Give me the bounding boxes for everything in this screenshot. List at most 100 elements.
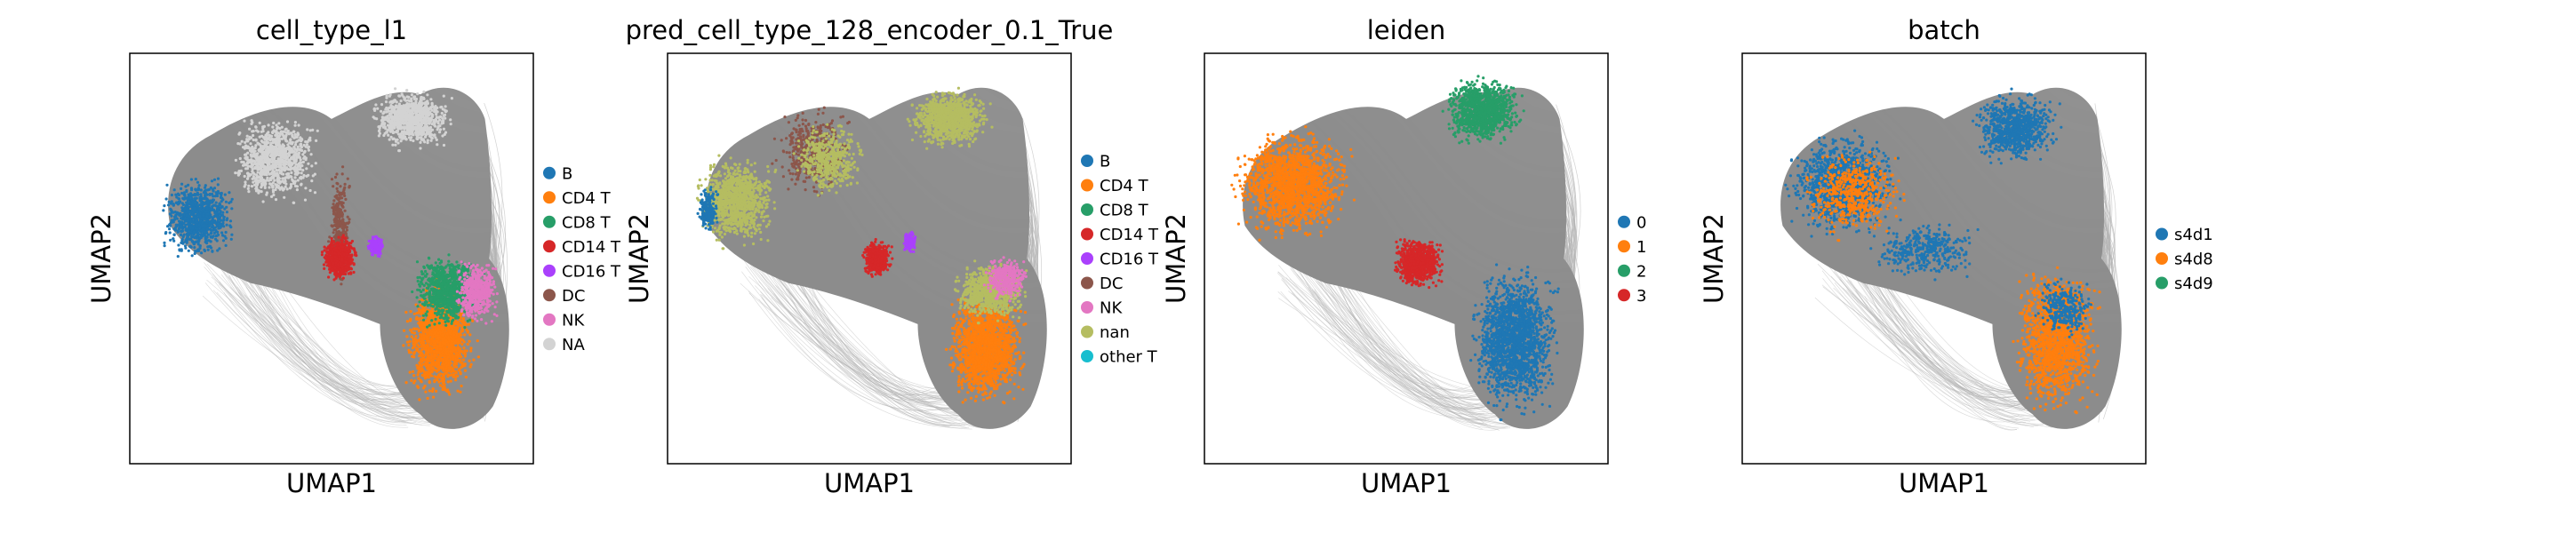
legend-marker (543, 191, 556, 204)
legend-item: CD8 T (543, 213, 612, 232)
legend-label: other T (1100, 348, 1158, 367)
legend-item: CD16 T (543, 262, 621, 281)
chart-title: leiden (1367, 15, 1446, 45)
legend-marker (1081, 203, 1093, 216)
legend-label: DC (1100, 274, 1123, 293)
legend-label: B (562, 164, 572, 183)
legend-marker (1081, 350, 1093, 362)
plot-area (695, 86, 1047, 430)
plot-area (1230, 75, 1584, 431)
legend-marker (543, 166, 556, 179)
legend-item: NK (543, 311, 585, 330)
chart-title: batch (1908, 15, 1980, 45)
legend-item: NA (543, 336, 585, 354)
legend-item: s4d9 (2156, 274, 2213, 293)
legend-label: CD16 T (1100, 251, 1159, 269)
legend-marker (543, 289, 556, 302)
axes-frame (129, 52, 534, 465)
chart-panel: pred_cell_type_128_encoder_0.1_True UMAP1… (624, 15, 1159, 498)
legend-label: CD4 T (1100, 177, 1149, 195)
legend-item: CD14 T (1081, 226, 1159, 244)
legend-label: 1 (1636, 238, 1646, 257)
legend-marker (1081, 179, 1093, 192)
chart-panel: batch UMAP1 UMAP2 s4d1 s4d8 s4d9 (1699, 15, 2213, 498)
legend-item: 3 (1618, 287, 1646, 306)
y-axis-label: UMAP2 (86, 213, 116, 304)
legend-label: NA (562, 336, 585, 354)
legend-item: 0 (1618, 213, 1646, 232)
legend-item: s4d1 (2156, 226, 2213, 244)
legend-marker (2156, 252, 2168, 265)
legend-item: DC (543, 287, 585, 306)
chart-panel: leiden UMAP1 UMAP2 0 1 2 3 (1161, 15, 1646, 498)
legend-marker (543, 313, 556, 326)
x-axis-label: UMAP1 (1361, 468, 1452, 498)
legend-label: CD16 T (562, 262, 621, 281)
legend-marker (1618, 264, 1630, 277)
y-axis-label: UMAP2 (1161, 213, 1191, 304)
legend-item: DC (1081, 274, 1123, 293)
legend-item: nan (1081, 323, 1130, 342)
legend-label: s4d1 (2174, 226, 2213, 244)
chart-title: cell_type_l1 (256, 15, 407, 45)
legend-label: 2 (1636, 262, 1646, 281)
legend-label: nan (1100, 323, 1130, 342)
x-axis-label: UMAP1 (286, 468, 377, 498)
legend-marker (1081, 325, 1093, 338)
legend-item: s4d8 (2156, 251, 2213, 269)
legend-marker (543, 264, 556, 277)
legend-marker (1081, 276, 1093, 290)
y-axis-label: UMAP2 (624, 213, 654, 304)
legend-label: B (1100, 153, 1110, 171)
legend-item: B (543, 164, 572, 183)
legend-label: CD4 T (562, 189, 612, 208)
cell-points (1784, 87, 2101, 415)
legend-label: DC (562, 287, 585, 306)
legend-label: CD14 T (1100, 226, 1159, 244)
legend-marker (543, 240, 556, 253)
legend-label: CD8 T (562, 213, 612, 232)
legend: s4d1 s4d8 s4d9 (2156, 226, 2213, 293)
legend-marker (1081, 252, 1093, 265)
legend-marker (1081, 301, 1093, 314)
legend: 0 1 2 3 (1618, 213, 1646, 306)
legend-marker (1081, 227, 1093, 241)
legend-marker (1618, 240, 1630, 253)
legend-label: CD8 T (1100, 202, 1149, 220)
legend-item: other T (1081, 348, 1158, 367)
legend-label: 3 (1636, 287, 1646, 306)
axes-frame (1204, 52, 1609, 465)
legend-label: s4d8 (2174, 251, 2213, 269)
y-axis-label: UMAP2 (1699, 213, 1729, 304)
legend-item: CD4 T (1081, 177, 1149, 195)
cell-points (1230, 75, 1560, 422)
legend-label: NK (562, 311, 585, 330)
plot-area (162, 87, 509, 429)
x-axis-label: UMAP1 (824, 468, 915, 498)
legend-marker (543, 215, 556, 228)
legend-item: NK (1081, 299, 1123, 318)
chart-title: pred_cell_type_128_encoder_0.1_True (626, 15, 1114, 45)
axes-frame (667, 52, 1072, 465)
cell-points (695, 86, 1028, 405)
legend: B CD4 T CD8 T CD14 T CD16 T DC NK NA (543, 164, 621, 354)
x-axis-label: UMAP1 (1899, 468, 1989, 498)
legend-marker (1618, 289, 1630, 302)
legend-label: CD14 T (562, 238, 621, 257)
axes-frame (1741, 52, 2147, 465)
legend-item: 1 (1618, 238, 1646, 257)
legend-item: B (1081, 153, 1110, 171)
plot-area (1780, 87, 2122, 431)
legend-marker (2156, 276, 2168, 290)
legend: B CD4 T CD8 T CD14 T CD16 T DC NK nan other T (1081, 153, 1159, 367)
cell-points (162, 87, 500, 402)
legend-marker (1618, 215, 1630, 228)
chart-panel: cell_type_l1 UMAP1 UMAP2 B CD4 T CD8 T CD14 T C… (86, 15, 621, 498)
legend-label: s4d9 (2174, 274, 2213, 293)
legend-marker (2156, 227, 2168, 241)
legend-marker (543, 338, 556, 351)
legend-item: CD4 T (543, 189, 612, 208)
legend-label: 0 (1636, 213, 1646, 232)
legend-marker (1081, 155, 1093, 167)
